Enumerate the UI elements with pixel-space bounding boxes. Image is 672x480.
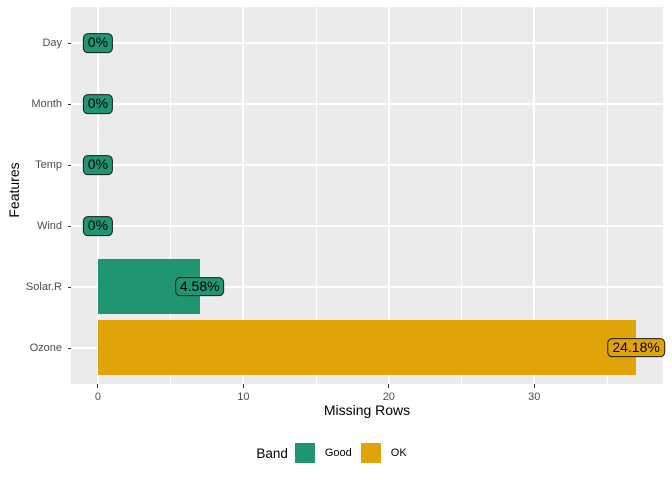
gridline-major-x-30 (533, 7, 536, 384)
percent-label-day: 0% (82, 33, 114, 54)
legend-key-ok (360, 443, 381, 463)
gridline-major-y-temp (71, 164, 663, 167)
bar-ozone (97, 320, 637, 375)
x-tick-mark-20 (388, 384, 390, 388)
y-tick-label-ozone: Ozone (29, 341, 62, 354)
y-tick-label-month: Month (31, 98, 62, 111)
legend-title: Band (256, 445, 288, 461)
legend: Band Good OK (0, 440, 672, 466)
x-tick-mark-30 (533, 384, 535, 388)
y-axis: Day Month Temp Wind Solar.R Ozone (0, 7, 71, 384)
y-tick-mark-solar-r (68, 286, 71, 288)
percent-label-temp: 0% (82, 155, 114, 175)
percent-label-month: 0% (82, 94, 114, 115)
gridline-major-x-0 (96, 7, 99, 384)
gridline-major-x-10 (242, 7, 245, 384)
gridline-major-y-solar-r (71, 285, 663, 288)
legend-label-good: Good (324, 447, 352, 459)
y-tick-label-solar-r: Solar.R (25, 280, 62, 293)
plot-panel: 0% 0% 0% 0% 4.58% 24.18% (71, 7, 665, 384)
y-tick-mark-ozone (68, 347, 71, 349)
gridline-major-y-wind (71, 224, 663, 227)
x-tick-mark-10 (242, 384, 244, 388)
legend-entries: Good OK (294, 443, 416, 463)
y-tick-mark-temp (68, 165, 71, 167)
x-tick-label-30: 30 (528, 391, 541, 403)
x-axis-title: Missing Rows (323, 402, 411, 418)
x-tick-label-20: 20 (382, 391, 395, 403)
legend-key-good (294, 443, 315, 463)
y-tick-mark-day (68, 43, 71, 45)
gridline-major-y-month (71, 103, 663, 106)
x-tick-label-10: 10 (237, 391, 250, 403)
gridline-major-y-day (71, 42, 663, 45)
gridline-minor-x-25 (461, 7, 463, 384)
y-tick-label-day: Day (42, 37, 62, 50)
y-tick-mark-wind (68, 225, 71, 227)
gridline-minor-x-5 (170, 7, 172, 384)
percent-label-solar-r: 4.58% (174, 276, 225, 297)
y-tick-label-wind: Wind (36, 219, 62, 232)
x-axis: 0 10 20 30 (71, 384, 663, 406)
legend-label-ok: OK (390, 447, 407, 459)
gridline-minor-x-15 (315, 7, 317, 384)
x-tick-label-0: 0 (94, 391, 101, 403)
gridline-major-x-20 (387, 7, 390, 384)
percent-label-ozone: 24.18% (607, 337, 665, 358)
y-tick-label-temp: Temp (35, 159, 62, 172)
gridline-minor-x-35 (606, 7, 608, 384)
y-tick-mark-month (68, 104, 71, 106)
percent-label-wind: 0% (82, 216, 114, 236)
x-tick-mark-0 (97, 384, 99, 388)
